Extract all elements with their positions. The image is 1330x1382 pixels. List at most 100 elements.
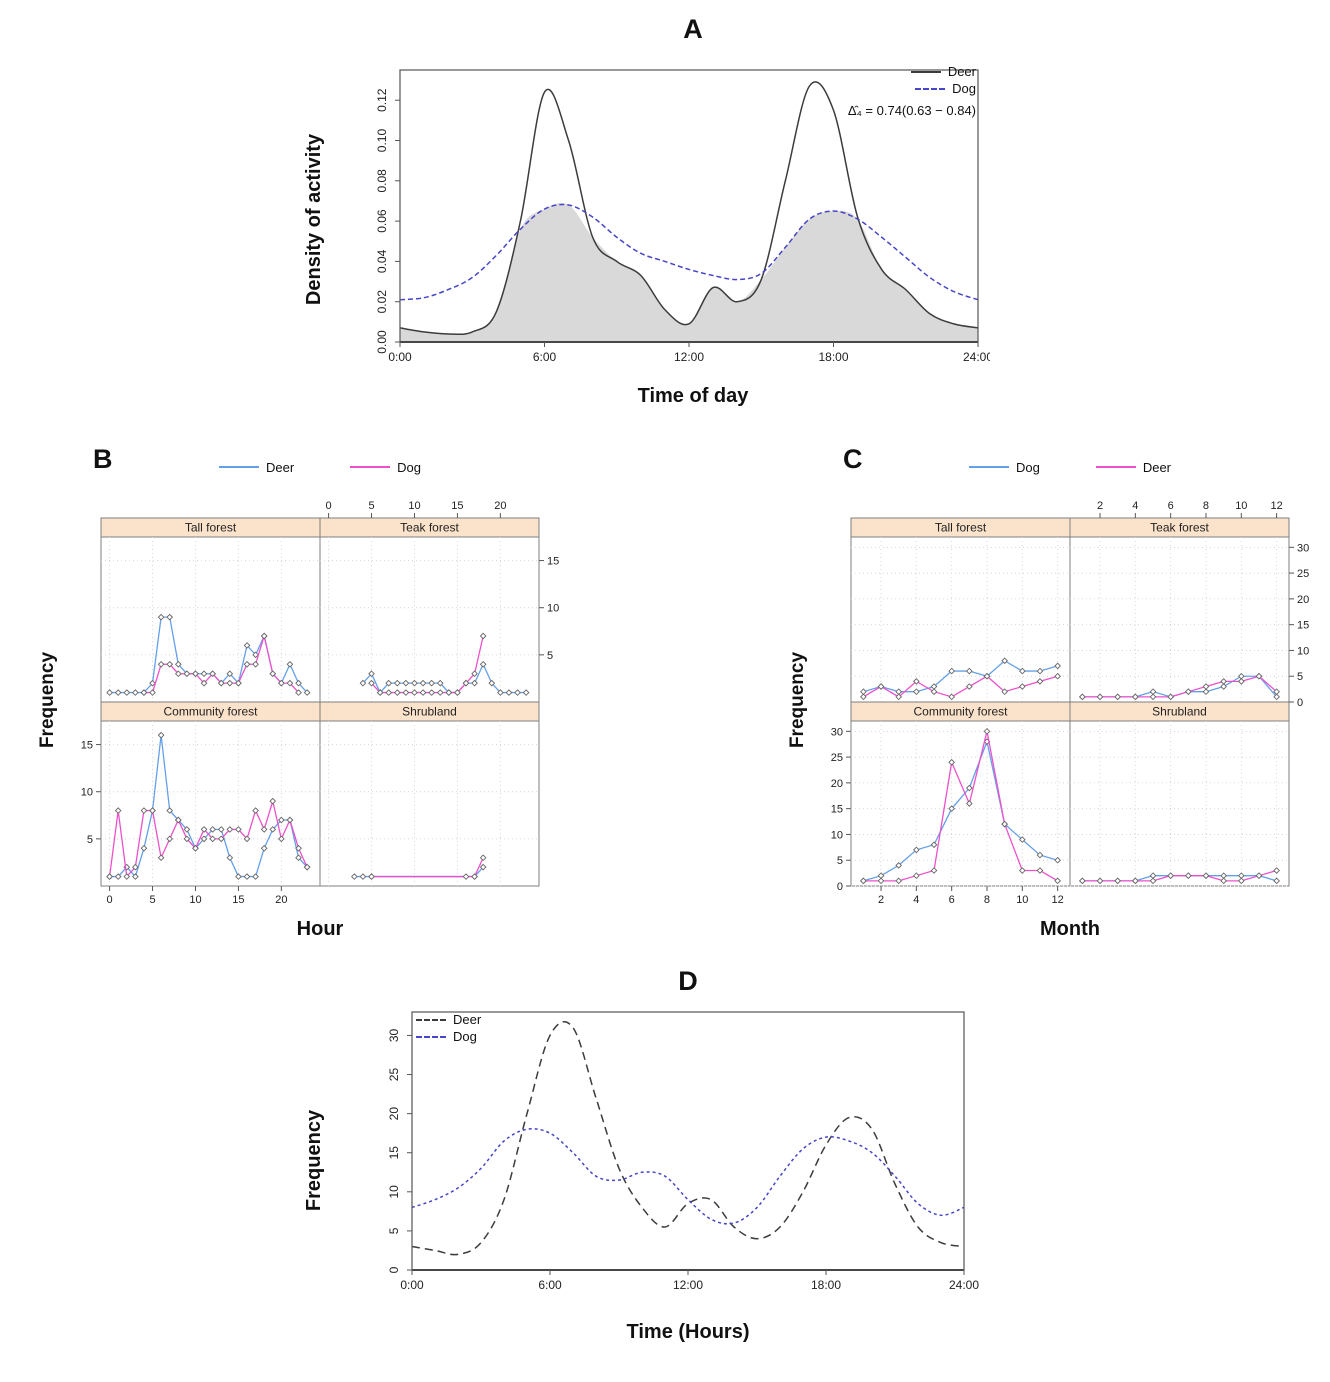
svg-text:10: 10: [189, 894, 201, 906]
svg-text:15: 15: [1297, 620, 1309, 632]
legend-item-dog: Dog: [915, 81, 976, 96]
svg-text:10: 10: [831, 829, 843, 841]
deer-curve: [411, 1021, 965, 1256]
panel-d-ylabel-text: Frequency: [303, 1109, 326, 1212]
panel-b-ylabel-text: Frequency: [37, 651, 58, 749]
svg-text:6: 6: [949, 894, 955, 906]
deer-line-sample: [218, 466, 259, 468]
svg-text:0: 0: [326, 500, 332, 512]
dog-line-sample: [968, 466, 1009, 468]
svg-text:5: 5: [1297, 671, 1303, 683]
panel-d-plot: 0:00 6:00 12:00 18:00 24:00 0 5 10 15 20 25 30: [387, 1011, 979, 1292]
svg-text:0: 0: [1297, 697, 1303, 709]
panel-b-plot: Tall forest Teak forest Community forest Sh…: [81, 500, 560, 906]
dog-line-sample: [350, 466, 391, 468]
panel-b-xlabel: Hour: [296, 918, 344, 940]
svg-text:10: 10: [547, 603, 559, 615]
overlap-coefficient-annotation: Δ̂₄ = 0.74(0.63 − 0.84): [847, 103, 976, 118]
svg-text:15: 15: [831, 804, 843, 816]
legend-label-dog: Dog: [1015, 459, 1040, 475]
svg-text:15: 15: [547, 556, 559, 568]
panel-c-xlabel: Month: [1040, 918, 1100, 940]
svg-text:20: 20: [831, 778, 843, 790]
svg-text:5: 5: [837, 855, 843, 867]
legend-item-dog: Dog: [968, 459, 1040, 475]
svg-text:24:00: 24:00: [949, 1278, 979, 1292]
svg-text:0:00: 0:00: [388, 350, 412, 364]
svg-text:20: 20: [1297, 594, 1309, 606]
panel-d-legend: Deer Dog: [416, 1012, 481, 1044]
svg-text:5: 5: [87, 834, 93, 846]
svg-text:0:00: 0:00: [400, 1278, 424, 1292]
svg-text:18:00: 18:00: [811, 1278, 841, 1292]
dog-curve: [399, 203, 979, 301]
deer-line-sample: [416, 1018, 446, 1021]
panel-c-legend: Dog Deer: [968, 459, 1172, 475]
svg-text:0.12: 0.12: [375, 88, 389, 112]
svg-text:15: 15: [387, 1146, 401, 1160]
svg-text:0: 0: [837, 881, 843, 893]
panel-a: A Density of activity 0:00 6:00 12:00 18:00…: [300, 14, 1010, 408]
svg-text:20: 20: [494, 500, 506, 512]
svg-text:Shrubland: Shrubland: [1152, 705, 1207, 719]
deer-line-sample: [1095, 466, 1136, 468]
svg-text:6: 6: [1168, 500, 1174, 512]
panel-b-legend: Deer Dog: [218, 459, 422, 475]
panel-c-ylabel: Frequency: [785, 484, 811, 916]
panel-c: C Dog Deer Frequency Tall forest Teak for…: [785, 444, 1330, 941]
dog-line-community-forest: [108, 798, 308, 879]
svg-text:0: 0: [387, 1266, 401, 1273]
legend-label-deer: Deer: [947, 64, 976, 79]
svg-text:Shrubland: Shrubland: [402, 705, 457, 719]
svg-text:18:00: 18:00: [818, 350, 848, 364]
legend-item-deer: Deer: [416, 1012, 481, 1027]
svg-text:15: 15: [81, 740, 93, 752]
svg-text:12: 12: [1271, 500, 1283, 512]
legend-item-deer: Deer: [1095, 459, 1172, 475]
dog-line-sample: [416, 1035, 446, 1038]
svg-text:30: 30: [1297, 542, 1309, 554]
svg-text:24:00: 24:00: [963, 350, 990, 364]
panel-c-plot: Tall forest Teak forest Community forest Sh…: [831, 500, 1310, 906]
svg-text:20: 20: [275, 894, 287, 906]
legend-label-dog: Dog: [453, 1029, 477, 1044]
svg-text:25: 25: [1297, 568, 1309, 580]
svg-text:5: 5: [149, 894, 155, 906]
svg-text:0.06: 0.06: [375, 209, 389, 233]
dog-curve: [411, 1128, 965, 1225]
svg-text:0.10: 0.10: [375, 129, 389, 153]
legend-label-deer: Deer: [453, 1012, 482, 1027]
panel-d-xlabel: Time (Hours): [626, 1321, 750, 1343]
svg-text:Tall forest: Tall forest: [185, 521, 237, 535]
legend-label-deer: Deer: [265, 459, 295, 475]
dog-line-sample: [915, 87, 946, 90]
svg-text:4: 4: [1132, 500, 1138, 512]
svg-text:2: 2: [1097, 500, 1103, 512]
panel-a-title: A: [683, 14, 703, 44]
panel-c-ylabel-text: Frequency: [787, 651, 808, 749]
svg-text:0: 0: [107, 894, 113, 906]
dog-line-shrubland: [371, 857, 484, 878]
panel-d-title: D: [678, 966, 698, 996]
svg-text:5: 5: [368, 500, 374, 512]
svg-text:Teak forest: Teak forest: [400, 521, 459, 535]
svg-text:2: 2: [878, 894, 884, 906]
svg-text:30: 30: [831, 726, 843, 738]
svg-text:5: 5: [387, 1227, 401, 1234]
legend-label-dog: Dog: [397, 459, 422, 475]
svg-text:15: 15: [451, 500, 463, 512]
svg-text:6:00: 6:00: [538, 1278, 562, 1292]
panel-b-title: B: [93, 444, 113, 474]
legend-label-deer: Deer: [1142, 459, 1172, 475]
svg-text:8: 8: [984, 894, 990, 906]
deer-curve: [399, 81, 979, 336]
svg-text:0.08: 0.08: [375, 169, 389, 193]
svg-text:10: 10: [1016, 894, 1028, 906]
deer-line-tall-forest: [863, 675, 1058, 698]
svg-text:0.02: 0.02: [375, 290, 389, 314]
svg-text:10: 10: [387, 1185, 401, 1199]
panel-d-ylabel: Frequency: [300, 1002, 330, 1319]
svg-text:8: 8: [1203, 500, 1209, 512]
svg-text:25: 25: [387, 1068, 401, 1082]
